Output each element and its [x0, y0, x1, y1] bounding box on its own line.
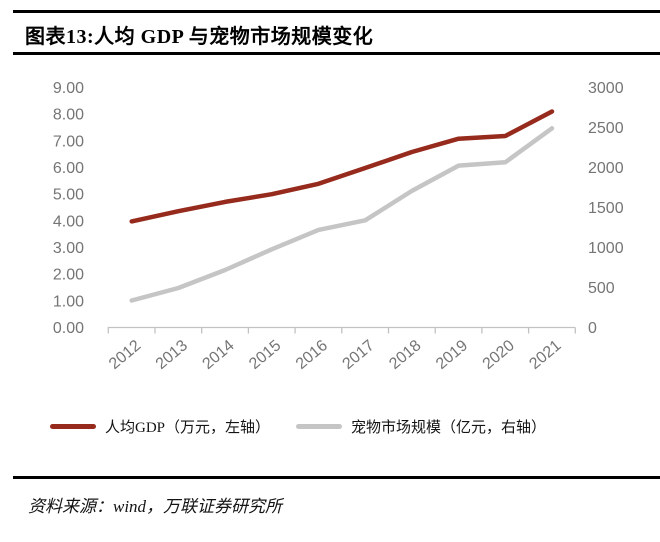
right-axis-tick-label: 2000: [588, 160, 624, 177]
x-axis-year-label: 2019: [433, 337, 471, 373]
left-axis-tick-label: 1.00: [53, 293, 84, 310]
legend-item-gdp: 人均GDP（万元，左轴）: [49, 416, 270, 437]
chart-legend: 人均GDP（万元，左轴） 宠物市场规模（亿元，右轴）: [0, 416, 660, 437]
gdp-line-swatch: [49, 424, 96, 429]
figure-title: 图表13:人均 GDP 与宠物市场规模变化: [25, 26, 374, 48]
x-axis-year-label: 2013: [153, 337, 191, 373]
right-axis-tick-label: 500: [588, 280, 615, 297]
right-axis-tick-label: 1500: [588, 200, 624, 217]
pet-market-line: [129, 126, 555, 303]
x-axis-year-label: 2018: [386, 337, 424, 373]
top-rule: [13, 10, 660, 13]
right-axis-tick-label: 1000: [588, 240, 624, 257]
pet-market-legend-label: 宠物市场规模（亿元，右轴）: [351, 420, 547, 436]
right-axis-tick-label: 0: [588, 320, 597, 337]
x-axis-year-label: 2016: [293, 337, 331, 373]
right-axis-tick-label: 2500: [588, 120, 624, 137]
header-divider-rule: [13, 52, 660, 55]
left-axis-tick-label: 9.00: [53, 80, 84, 97]
x-axis-year-label: 2017: [340, 337, 378, 373]
footer-rule: [13, 476, 660, 479]
x-axis-year-label: 2021: [526, 337, 564, 373]
left-axis-tick-label: 3.00: [53, 240, 84, 257]
left-axis-tick-label: 4.00: [53, 213, 84, 230]
dual-axis-line-chart: 0.00 1.00 2.00 3.00 4.00 5.00 6.00 7.00 8.00 9.00…: [53, 80, 624, 373]
pet-market-line-swatch: [296, 424, 342, 429]
x-axis-year-label: 2020: [480, 337, 518, 373]
gdp-line: [129, 109, 555, 224]
x-axis-year-label: 2015: [246, 337, 284, 373]
left-axis-tick-label: 0.00: [53, 320, 84, 337]
left-axis-tick-label: 6.00: [53, 160, 84, 177]
left-axis-tick-label: 7.00: [53, 133, 84, 150]
x-axis-year-label: 2014: [199, 337, 237, 373]
gdp-legend-label: 人均GDP（万元，左轴）: [104, 420, 270, 436]
left-axis-tick-label: 2.00: [53, 267, 84, 284]
legend-item-pet-market: 宠物市场规模（亿元，右轴）: [296, 416, 546, 437]
left-axis-tick-label: 8.00: [53, 107, 84, 124]
left-axis-tick-label: 5.00: [53, 187, 84, 204]
right-axis-tick-label: 3000: [588, 80, 624, 97]
data-source: 资料来源：wind，万联证券研究所: [28, 497, 283, 516]
x-axis-year-label: 2012: [106, 337, 144, 373]
